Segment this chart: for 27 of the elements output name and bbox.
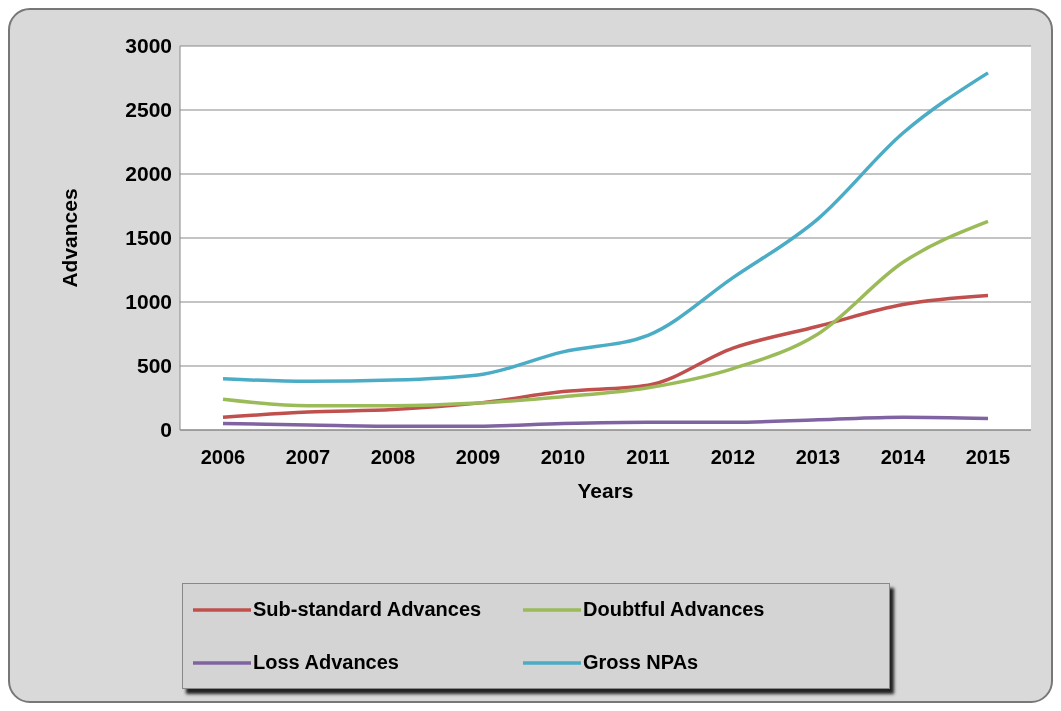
- x-tick-label: 2007: [285, 446, 331, 469]
- y-tick-label: 0: [160, 418, 172, 442]
- line-series: [221, 415, 990, 428]
- legend-label: Gross NPAs: [583, 651, 699, 674]
- line-series: [221, 293, 990, 419]
- legend-label: Loss Advances: [253, 651, 399, 674]
- y-tick-label: 3000: [125, 34, 172, 58]
- x-tick-label: 2011: [626, 446, 670, 469]
- y-tick-label: 1500: [125, 226, 172, 250]
- x-tick-label: 2006: [200, 446, 246, 469]
- x-tick-label: 2009: [455, 446, 501, 469]
- y-tick-label: 1000: [125, 290, 172, 314]
- x-tick-label: 2015: [965, 446, 1011, 469]
- y-axis-title: Advances: [58, 188, 82, 288]
- y-tick-label: 500: [136, 354, 172, 378]
- x-tick-label: 2010: [540, 446, 586, 469]
- x-axis-title: Years: [577, 479, 634, 502]
- x-tick-label: 2014: [880, 446, 927, 469]
- line-series: [221, 219, 990, 408]
- legend-label: Sub-standard Advances: [253, 598, 482, 621]
- line-series: [221, 71, 990, 384]
- y-tick-label: 2500: [125, 98, 172, 122]
- x-tick-label: 2008: [370, 446, 416, 469]
- legend-label: Doubtful Advances: [583, 598, 765, 621]
- x-tick-label: 2013: [795, 446, 841, 469]
- y-tick-label: 2000: [125, 162, 172, 186]
- x-tick-label: 2012: [710, 446, 756, 469]
